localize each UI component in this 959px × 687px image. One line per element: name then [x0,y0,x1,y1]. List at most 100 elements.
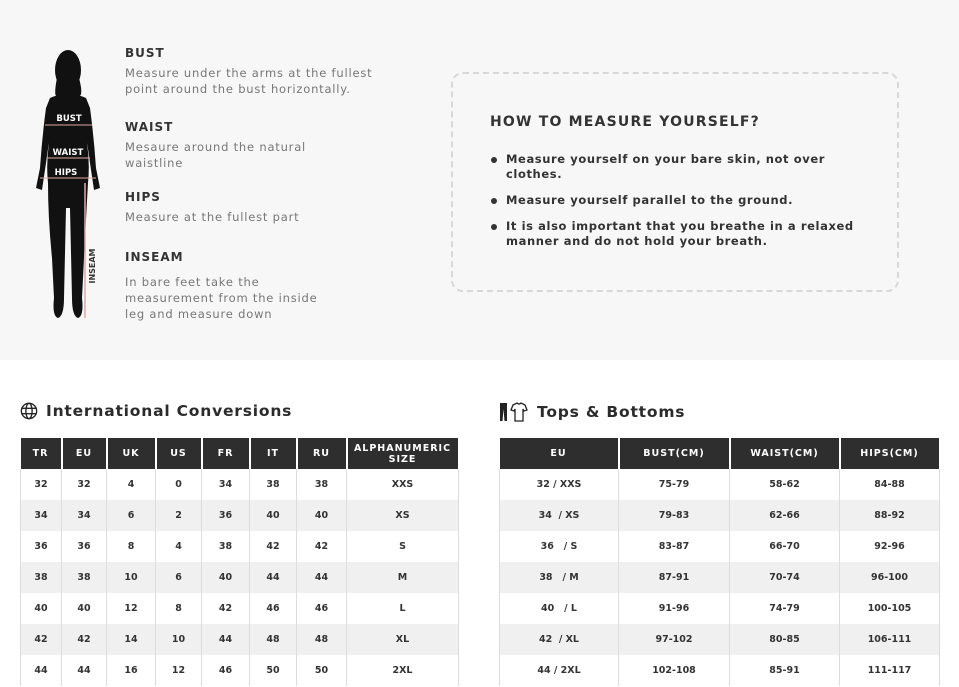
table-cell: 4 [106,469,156,500]
measure-waist: WAIST Mesaure around the natural waistlin… [125,120,425,171]
table-cell: 36 [61,531,107,562]
table-cell: 48 [296,624,347,655]
table-cell: 34 / XS [499,500,619,531]
table-cell: 40 / L [499,593,619,624]
table-row: 42 / XL 97-102 80-85 106-111 [499,624,940,655]
tops-bottoms-table: EU BUST(CM) WAIST(CM) HIPS(CM) 32 / XXS 75-79… [499,438,941,686]
table-cell: 87-91 [618,562,730,593]
table-row: 44 / 2XL 102-108 85-91 111-117 [499,655,940,686]
measure-title: INSEAM [125,250,184,264]
table-cell: 42 / XL [499,624,619,655]
table-cell: 6 [155,562,202,593]
table-cell: 96-100 [839,562,940,593]
measure-guide-section: BUST WAIST HIPS INSEAM BUST Measure under… [36,46,899,322]
table-cell: 32 / XXS [499,469,619,500]
table-cell: 32 [61,469,107,500]
table-cell: 40 [61,593,107,624]
table-cell: L [346,593,459,624]
table-cell: 16 [106,655,156,686]
measure-text: Measure under the arms at the fullest po… [125,66,373,96]
table-cell: 88-92 [839,500,940,531]
table-cell: 46 [249,593,297,624]
table-cell: 40 [296,500,347,531]
column-header: WAIST(CM) [729,438,841,469]
table-cell: 42 [20,624,62,655]
table-cell: 42 [296,531,347,562]
table-cell: 74-79 [729,593,840,624]
body-silhouette-icon: BUST WAIST HIPS INSEAM [36,50,100,318]
table-cell: 12 [155,655,202,686]
table-cell: 40 [249,500,297,531]
clothing-icon [500,402,528,422]
column-header: EU [499,438,620,469]
table-row: 42 42 14 10 44 48 48 XL [20,624,459,655]
table-cell: 100-105 [839,593,940,624]
measure-text: Measure at the fullest part [125,210,300,224]
table-cell: 62-66 [729,500,840,531]
measure-title: WAIST [125,120,174,134]
globe-icon [20,402,38,420]
column-header: UK [106,438,157,469]
table-cell: 102-108 [618,655,730,686]
measure-title: BUST [125,46,165,60]
measure-bust: BUST Measure under the arms at the fulles… [125,46,425,97]
table-cell: 36 / S [499,531,619,562]
table-cell: 42 [61,624,107,655]
table-cell: 91-96 [618,593,730,624]
column-header: EU [61,438,108,469]
table-cell: 12 [106,593,156,624]
column-header: TR [20,438,63,469]
table-cell: 46 [201,655,250,686]
table-cell: 8 [155,593,202,624]
how-to-list: Measure yourself on your bare skin, not … [490,152,870,260]
table-row: 34 34 6 2 36 40 40 XS [20,500,459,531]
table-cell: XS [346,500,459,531]
table-cell: 48 [249,624,297,655]
table-cell: 44 [296,562,347,593]
table-cell: 50 [249,655,297,686]
section-title: International Conversions [46,402,293,420]
how-to-title: HOW TO MEASURE YOURSELF? [490,114,760,130]
section-title: Tops & Bottoms [537,403,686,421]
table-row: 38 38 10 6 40 44 44 M [20,562,459,593]
table-row: 32 / XXS 75-79 58-62 84-88 [499,469,940,500]
table-cell: 14 [106,624,156,655]
table-cell: 0 [155,469,202,500]
list-item: It is also important that you breathe in… [490,219,870,249]
table-row: 38 / M 87-91 70-74 96-100 [499,562,940,593]
list-item: Measure yourself parallel to the ground. [490,193,870,208]
how-to-measure-box: HOW TO MEASURE YOURSELF? Measure yoursel… [451,72,899,292]
international-conversions-table: TR EU UK US FR IT RU ALPHANUMERIC SIZE 32 32 4 0 34 3… [20,438,460,686]
table-cell: 38 [201,531,250,562]
figure-label-bust: BUST [56,114,82,124]
table-cell: 38 / M [499,562,619,593]
table-cell: 84-88 [839,469,940,500]
measure-inseam: INSEAM In bare feet take the measurement … [125,250,425,322]
table-cell: 32 [20,469,62,500]
table-cell: 75-79 [618,469,730,500]
table-cell: 34 [20,500,62,531]
table-cell: 4 [155,531,202,562]
figure-label-hips: HIPS [55,168,78,178]
table-cell: 111-117 [839,655,940,686]
table-cell: 92-96 [839,531,940,562]
table-row: 36 / S 83-87 66-70 92-96 [499,531,940,562]
column-header: HIPS(CM) [839,438,941,469]
table-cell: 44 [20,655,62,686]
table-cell: 36 [20,531,62,562]
table-cell: 66-70 [729,531,840,562]
table-cell: 10 [106,562,156,593]
table-cell: 6 [106,500,156,531]
measure-text: In bare feet take the measurement from t… [125,275,318,321]
table-cell: 44 [201,624,250,655]
table-cell: 38 [20,562,62,593]
table-cell: 85-91 [729,655,840,686]
table-cell: M [346,562,459,593]
table-cell: 42 [201,593,250,624]
table-row: 32 32 4 0 34 38 38 XXS [20,469,459,500]
table-cell: 97-102 [618,624,730,655]
table-row: 40 / L 91-96 74-79 100-105 [499,593,940,624]
table-cell: 50 [296,655,347,686]
measure-title: HIPS [125,190,161,204]
table-cell: 44 / 2XL [499,655,619,686]
